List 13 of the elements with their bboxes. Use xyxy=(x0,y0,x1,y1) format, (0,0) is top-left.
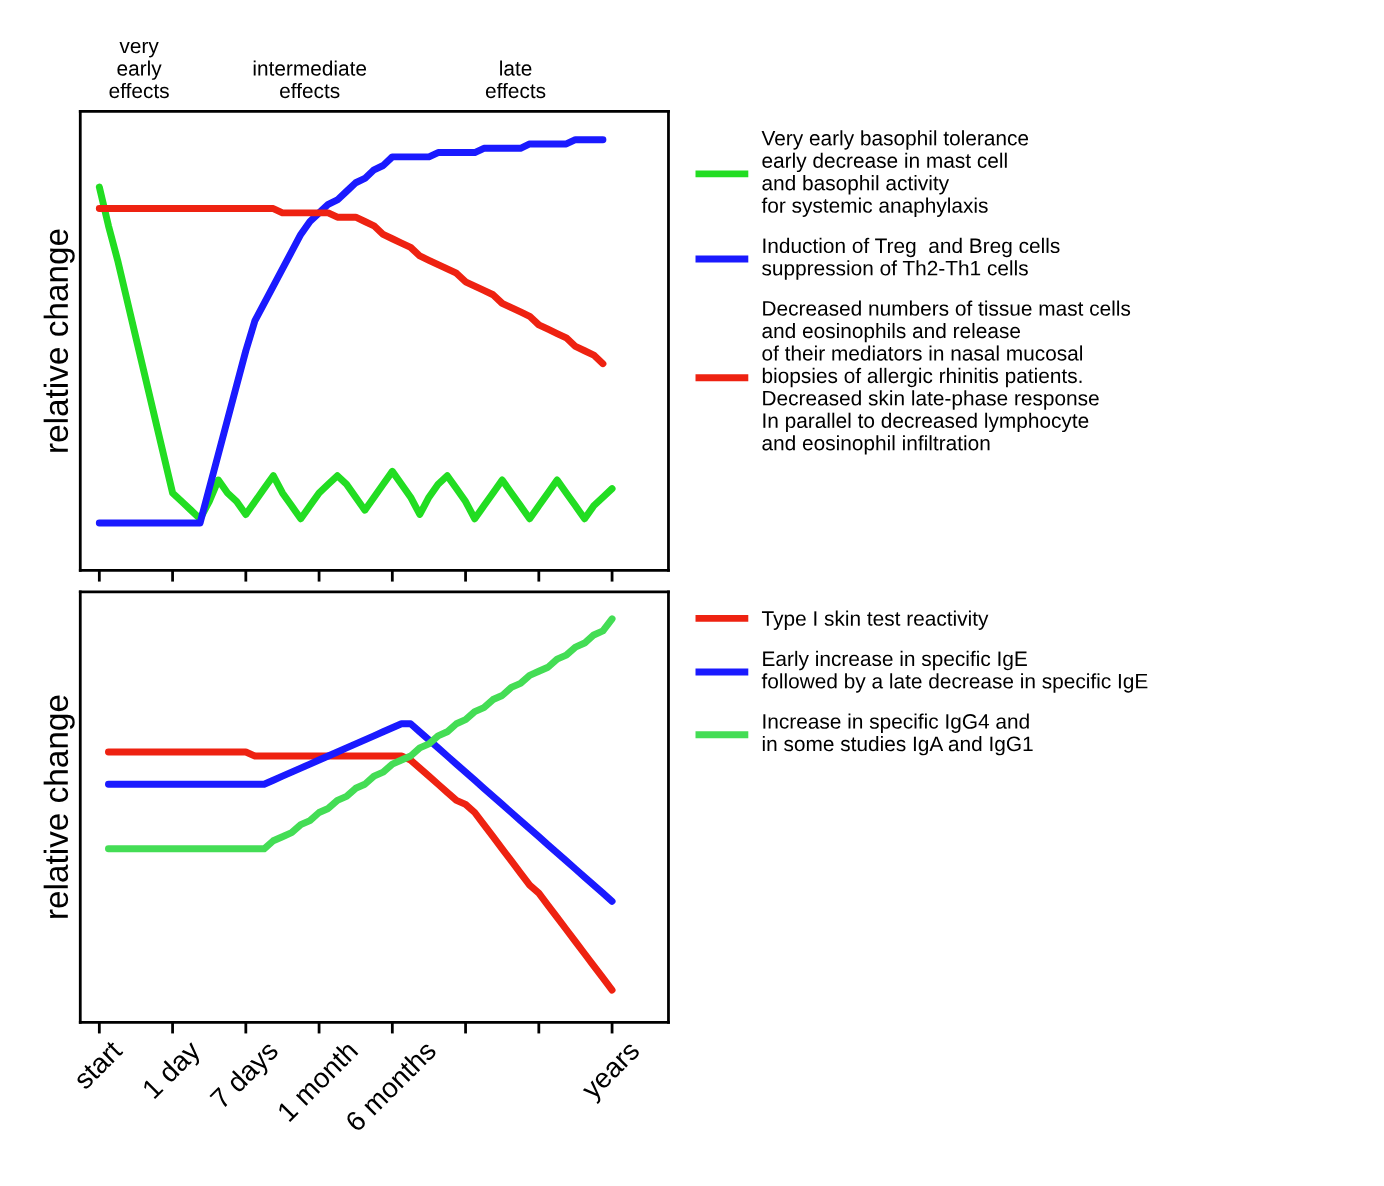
legend-label: Induction of Treg and Breg cells suppression of Th2-Th1 cells xyxy=(762,237,1060,280)
legend-label: Type I skin test reactivity xyxy=(761,610,989,630)
text: intermediate effects xyxy=(253,60,367,99)
legend-label: Increase in specific IgG4 and in some studies IgA and IgG1 xyxy=(762,713,1033,756)
y-axis-title: relative change xyxy=(43,229,75,452)
x-tick-label: start xyxy=(73,1039,124,1091)
text: late effects xyxy=(485,60,546,99)
legend-label: Very early basophil tolerance early decrease in mast cell and basophil activity for systemic anaphylaxis xyxy=(761,130,1029,217)
x-tick-label: 1 day xyxy=(140,1038,206,1104)
legend-label: Decreased numbers of tissue mast cells and eosinophils and release of their mediators in nasal mucosal biopsies of allergic rhinitis patients. Decreased skin late-phase response In parallel to decreased lymphocyte and eosinophil infiltration xyxy=(762,300,1131,455)
legend-label: Early increase in specific IgE followed by a late decrease in specific IgE xyxy=(761,650,1148,693)
y-axis-title: relative change xyxy=(43,695,75,918)
text: very early effects xyxy=(109,41,169,99)
